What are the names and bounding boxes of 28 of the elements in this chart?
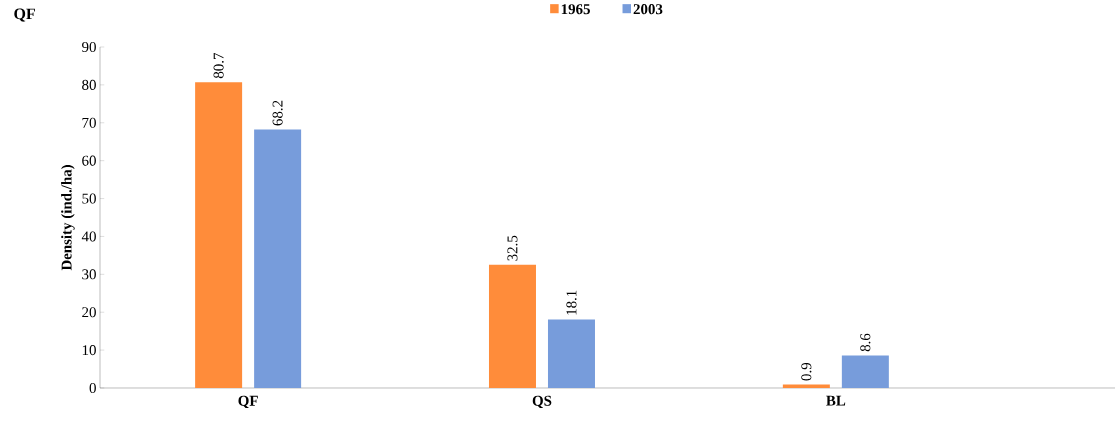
legend-label: 2003: [633, 4, 663, 15]
y-tick-label: 80: [82, 79, 96, 90]
y-tick-label: 40: [81, 231, 96, 242]
x-tick-label: BL: [826, 395, 846, 406]
y-tick-label: 70: [82, 117, 96, 128]
bar: [195, 82, 243, 388]
y-tick-label: 50: [82, 193, 96, 204]
y-axis-title: Density (ind./ha): [61, 165, 75, 271]
legend-label: 1965: [561, 4, 590, 15]
y-tick-label: 90: [82, 41, 96, 53]
data-label: 32.5: [507, 235, 518, 261]
bar: [841, 355, 889, 388]
data-label: 80.7: [213, 53, 224, 79]
chart-title: QF: [14, 8, 35, 22]
data-label: 8.6: [860, 333, 871, 352]
data-label: 18.1: [566, 290, 577, 315]
x-tick-label: QF: [238, 395, 258, 409]
y-tick-label: 30: [82, 269, 96, 280]
bar: [254, 129, 302, 388]
y-tick-label: 60: [82, 155, 96, 166]
data-label: 0.9: [801, 362, 812, 381]
y-tick-label: 20: [82, 307, 96, 318]
bar: [488, 264, 536, 388]
y-tick-label: 10: [82, 345, 96, 356]
x-tick-label: QS: [532, 395, 552, 409]
y-tick-label: 0: [89, 382, 96, 394]
bar: [547, 319, 595, 388]
data-label: 68.2: [272, 100, 283, 126]
